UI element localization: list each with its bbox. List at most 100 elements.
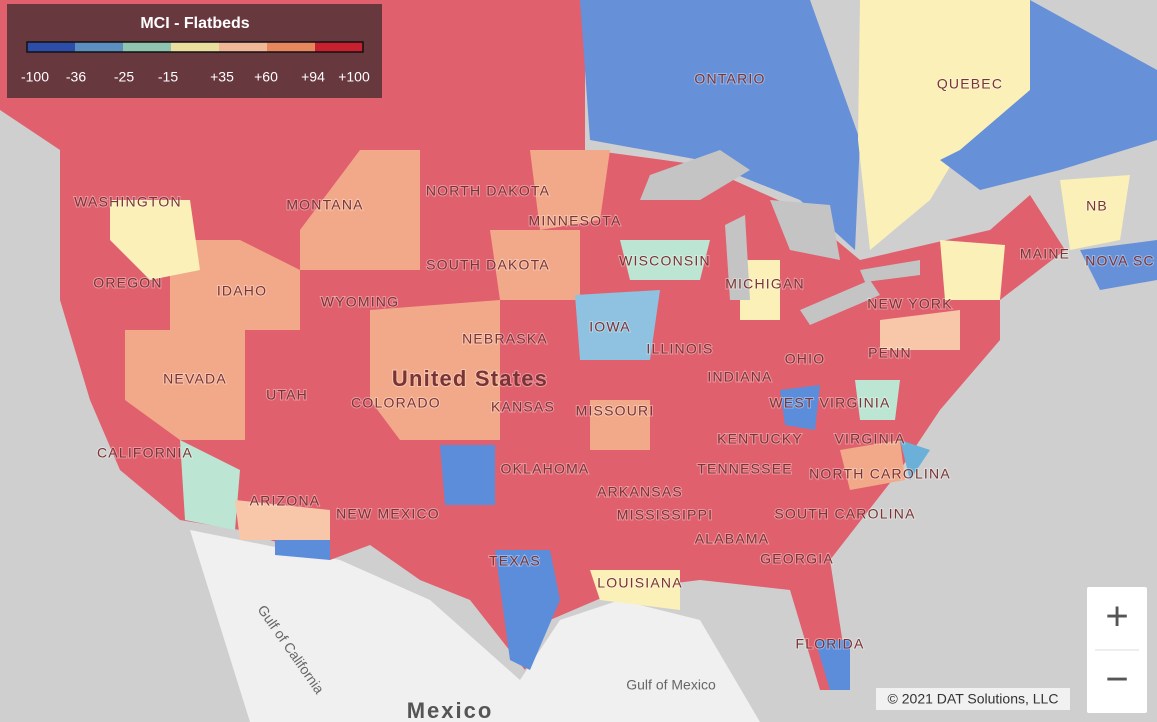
region-label: TEXAS (489, 553, 541, 569)
lake (640, 150, 750, 200)
region (1060, 175, 1130, 250)
region-label: ARKANSAS (597, 484, 683, 500)
region-label: MISSISSIPPI (617, 507, 713, 523)
region-label: WEST VIRGINIA (769, 395, 890, 411)
region (180, 440, 240, 530)
legend-label: +35 (210, 69, 234, 85)
us-region (60, 150, 1065, 690)
lake (725, 215, 750, 300)
region (125, 330, 245, 440)
region-label: LOUISIANA (597, 575, 683, 591)
region-label: NEW YORK (867, 296, 953, 312)
region (855, 380, 900, 420)
region (940, 240, 1005, 300)
region-label: TENNESSEE (697, 461, 793, 477)
region-label: NOVA SC (1085, 253, 1155, 269)
attribution: © 2021 DAT Solutions, LLC (888, 691, 1059, 707)
region-label: MINNESOTA (529, 213, 622, 229)
region-label: NEVADA (163, 371, 227, 387)
mexico-land (190, 530, 760, 722)
region (858, 0, 1030, 250)
region-label: OREGON (93, 275, 162, 291)
region-label: NEW MEXICO (336, 506, 440, 522)
attribution-bg (876, 688, 1070, 710)
lake (860, 260, 920, 282)
region-label: MONTANA (286, 197, 363, 213)
region (495, 550, 560, 670)
region-label: KENTUCKY (717, 431, 803, 447)
region-label: OHIO (785, 351, 826, 367)
region-label: VIRGINIA (834, 431, 905, 447)
region-label: UTAH (266, 387, 308, 403)
region-label: SOUTH DAKOTA (426, 257, 550, 273)
region-label: GEORGIA (760, 551, 834, 567)
lake (770, 200, 840, 260)
legend-label: -100 (21, 69, 49, 85)
labels: ONTARIO QUEBEC NB NOVA SC WASHINGTON MON… (73, 70, 1155, 722)
region (780, 385, 820, 430)
region (575, 290, 660, 360)
zoom-controls: + − (1087, 587, 1147, 713)
region-label: KANSAS (491, 399, 555, 415)
legend-swatch (219, 42, 267, 52)
region (110, 200, 200, 280)
region-label: NORTH CAROLINA (809, 466, 951, 482)
legend-swatch (27, 42, 75, 52)
region (235, 500, 330, 540)
region (940, 0, 1157, 190)
region-label: IOWA (589, 319, 631, 335)
region-label: ARIZONA (250, 493, 321, 509)
region-label: SOUTH CAROLINA (774, 506, 915, 522)
region (275, 540, 330, 560)
region-label: MICHIGAN (725, 276, 805, 292)
region-label: MISSOURI (576, 403, 655, 419)
region (490, 230, 580, 300)
region (840, 440, 905, 490)
legend-label: +60 (254, 69, 278, 85)
legend-label: +100 (338, 69, 370, 85)
region (590, 570, 680, 610)
region (300, 150, 420, 270)
region (815, 640, 850, 690)
region-label: OKLAHOMA (501, 461, 590, 477)
legend-label: -25 (114, 69, 134, 85)
region-label: NEBRASKA (462, 331, 548, 347)
legend-title: MCI - Flatbeds (140, 15, 249, 32)
region (620, 240, 710, 280)
legend-bar-border (26, 41, 364, 53)
region (530, 150, 610, 230)
region-label: MAINE (1020, 246, 1070, 262)
zoom-out[interactable]: − (1105, 658, 1128, 702)
region-label: INDIANA (707, 369, 772, 385)
region-label: COLORADO (351, 395, 441, 411)
legend-label: -36 (66, 69, 86, 85)
region-label: CALIFORNIA (97, 445, 193, 461)
region (740, 260, 780, 320)
region-label: QUEBEC (937, 76, 1003, 92)
water-label: Gulf of Mexico (626, 677, 716, 693)
country-label: Mexico (407, 698, 494, 722)
region (170, 240, 300, 330)
region-label: ALABAMA (695, 531, 770, 547)
legend-swatch (315, 42, 363, 52)
region (580, 0, 860, 250)
region-label: ILLINOIS (646, 341, 713, 357)
legend-swatch (75, 42, 123, 52)
legend-swatch (267, 42, 315, 52)
region (1080, 240, 1157, 290)
zoom-in[interactable]: + (1105, 595, 1128, 639)
region-label: WYOMING (321, 294, 399, 310)
region-label: NORTH DAKOTA (426, 183, 550, 199)
legend: MCI - Flatbeds -100 -36 -25 -15 +35 +60 +94 +10… (7, 4, 382, 98)
region-label: WISCONSIN (619, 253, 711, 269)
region (370, 300, 500, 440)
region-label: ONTARIO (694, 71, 765, 87)
region-label: WASHINGTON (74, 194, 182, 210)
region (440, 445, 495, 505)
region-label: IDAHO (217, 283, 267, 299)
country-label: United States (392, 366, 548, 391)
region-label: FLORIDA (795, 636, 864, 652)
legend-label: +94 (301, 69, 325, 85)
legend-label: -15 (158, 69, 178, 85)
